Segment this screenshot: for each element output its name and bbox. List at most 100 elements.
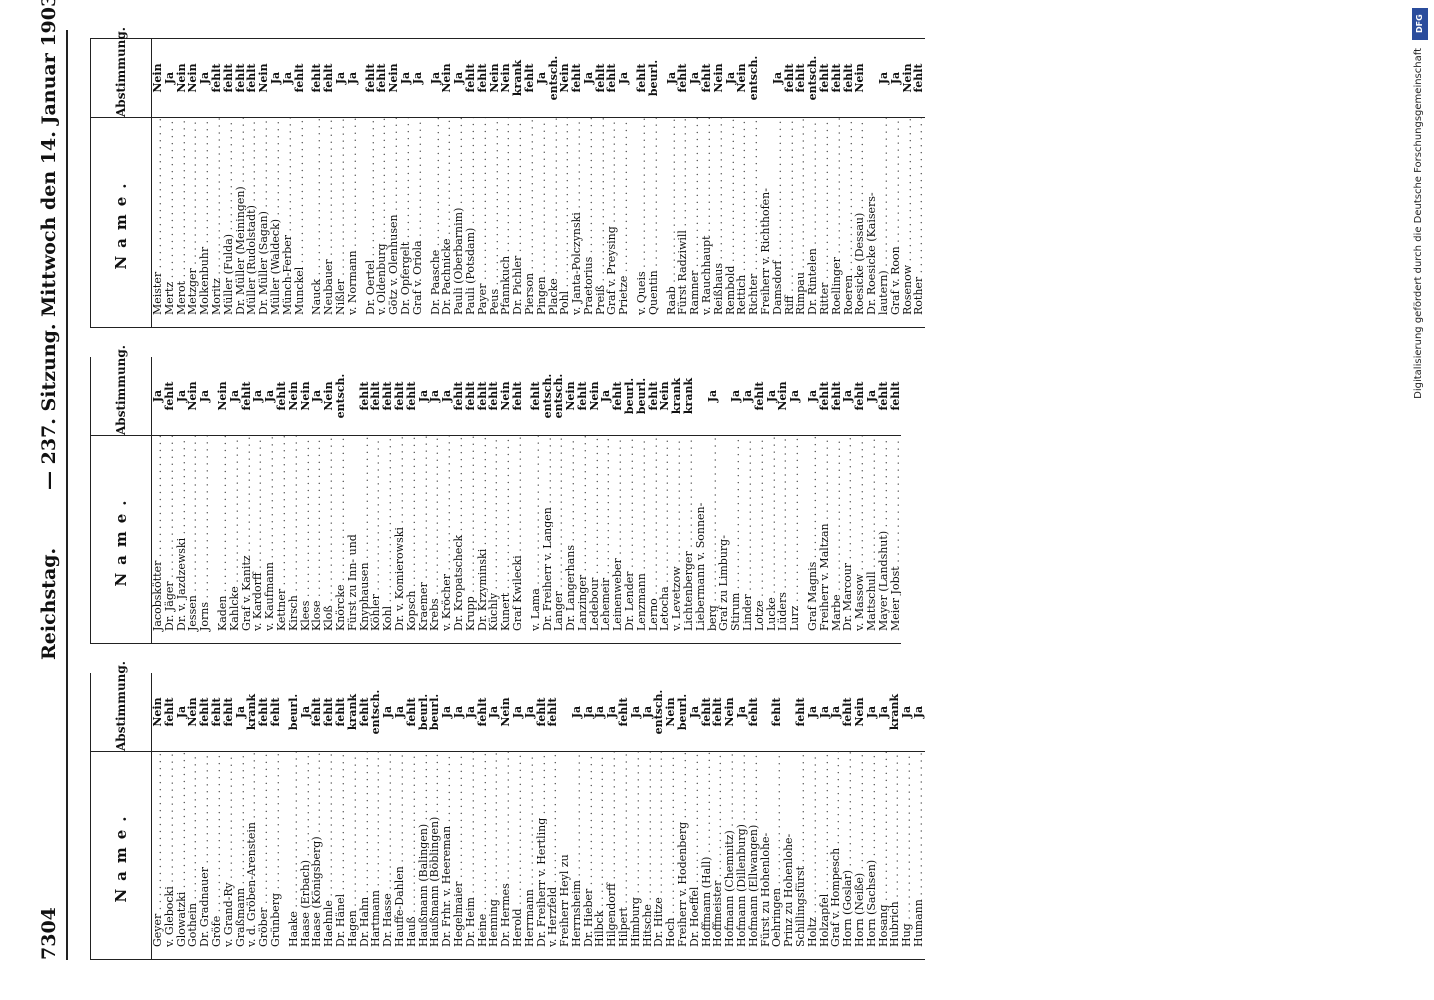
member-name: Schillingsfürst	[795, 751, 807, 959]
member-name: Munckel	[294, 117, 306, 327]
member-name: Roesicke (Dessau)	[854, 117, 866, 327]
member-name: Dr. Hieber	[583, 751, 595, 959]
member-name: Reißhaus	[713, 117, 725, 327]
member-name: Dr. Freiherr v. Langen	[542, 435, 554, 643]
member-name: Hilgendorff	[606, 751, 618, 959]
member-name: Lerno	[648, 435, 660, 643]
vote-header: Abstimmung.	[91, 661, 151, 752]
member-name: Hegelmaier	[453, 751, 465, 959]
table-row: Moritz fehlt	[210, 39, 223, 327]
member-name: v. Lama	[530, 435, 542, 643]
table-row: Lotze fehlt	[753, 357, 766, 643]
table-row: Munckel fehlt	[293, 39, 306, 327]
member-name: Dr. Hasse	[382, 751, 394, 959]
member-name: Damsdorf	[772, 117, 784, 327]
table-row: Graf Kwilecki fehlt	[511, 357, 524, 643]
member-name: Oehringen	[771, 751, 783, 959]
table-row: Münch-Ferber Ja	[281, 39, 294, 327]
member-name: Kloß	[323, 435, 335, 643]
member-name: Peus	[489, 117, 501, 327]
vote-value: fehlt	[333, 697, 347, 727]
table-row: Hegelmaier Ja	[451, 673, 465, 959]
member-name: Holzapfel	[819, 751, 831, 959]
member-name: Hauß	[406, 751, 418, 959]
table-row: v. Herzfeld fehlt	[546, 673, 560, 959]
member-name: Letocha	[659, 435, 671, 643]
member-name: Freiherr v. Maltzan	[819, 435, 831, 643]
table-row: Herold Ja	[511, 673, 524, 959]
vote-value: fehlt	[221, 697, 235, 727]
member-name: Freiherr Heyl zu	[559, 854, 571, 947]
vote-value: fehlt	[162, 381, 176, 411]
column-body: GeyerNeinv. GlebockifehltGlowatzkiJaGoth…	[151, 673, 925, 959]
member-name: Dr. v. Komierowski	[394, 435, 406, 643]
member-name: Neubauer	[323, 117, 335, 327]
vote-value: Ja	[534, 71, 548, 85]
table-row: Humann Ja	[912, 673, 925, 959]
member-name: Kunert	[500, 435, 512, 643]
table-row: Himburg Ja	[629, 673, 642, 959]
table-row: Richter entsch.	[747, 39, 760, 327]
table-row: Freiherr v. Maltzan fehlt	[817, 357, 831, 643]
member-name: Rimpau	[795, 117, 807, 327]
member-name: Lucke	[766, 435, 778, 643]
vote-value: Nein	[286, 381, 300, 411]
member-name: v. Normann	[347, 117, 359, 327]
table-row: Oehringen fehlt	[770, 673, 783, 959]
vote-value: Ja	[333, 71, 347, 85]
member-name: Moritz	[211, 117, 223, 327]
member-name: Krupp	[465, 435, 477, 643]
member-name: Ledebour	[589, 435, 601, 643]
vote-value: Ja	[705, 389, 719, 403]
table-row: Kahlcke Ja	[228, 357, 241, 643]
table-row: Hauß fehlt	[405, 673, 418, 959]
vote-value: fehlt	[221, 63, 235, 93]
member-name: Fürst zu Hohenlohe-	[759, 832, 772, 947]
table-row: Prietze Ja	[617, 39, 630, 327]
table-row: Dr. v. Komierowski fehlt	[393, 357, 406, 643]
vote-value: Ja	[463, 705, 477, 719]
member-name: Freiherr v. Hodenberg	[677, 751, 689, 959]
member-name: Graf zu Limburg-	[718, 535, 731, 631]
member-name: Freiherr v. Richthofen-	[760, 188, 772, 315]
member-name: Graf v. Hompesch	[830, 751, 842, 959]
member-name: Müller (Fulda)	[223, 117, 235, 327]
member-name: Knyphausen	[359, 435, 371, 643]
member-name: Humann	[913, 751, 925, 959]
member-name: Hofmann (Ellwangen)	[748, 751, 760, 959]
column-header: Name. Abstimmung.	[90, 661, 152, 959]
table-row: Herrnsheim Ja	[570, 673, 583, 959]
member-name: Nauck	[311, 117, 323, 327]
vote-value: fehlt	[817, 381, 831, 411]
member-name: Stirum	[730, 435, 742, 643]
table-row: Mayer (Landshut) fehlt	[877, 357, 890, 643]
member-name: Dr. Hänel	[335, 751, 347, 959]
member-name: Hoch	[665, 751, 677, 959]
member-name: Dr. Hahn	[359, 751, 371, 959]
column-body: MeisterNeinMertzJaMerotNeinMetzgerNeinMo…	[151, 39, 925, 327]
table-row: Jorns Ja	[198, 357, 211, 643]
member-name: v. Glebocki	[164, 751, 176, 959]
table-row: Hauffe-Dahlen Ja	[393, 673, 406, 959]
vote-value: Ja	[788, 389, 802, 403]
member-name: Fürst zu Inn- und	[346, 534, 359, 631]
vote-value: fehlt	[546, 697, 560, 727]
member-name: Meier Jobst	[890, 435, 902, 643]
member-name: Mayer (Landshut)	[878, 435, 890, 643]
table-row: Knörcke entsch.	[333, 357, 347, 643]
member-name: Ramner	[689, 117, 701, 327]
header-rule	[66, 30, 68, 960]
table-row: Fürst zu Inn- und	[347, 357, 359, 643]
member-name: v. Kardorff	[252, 435, 264, 643]
table-row: Kaden Nein	[216, 357, 229, 643]
member-name: Müller (Waldeck)	[270, 117, 282, 327]
table-row: v. Lama fehlt	[529, 357, 542, 643]
member-name: Lotze	[754, 435, 766, 643]
table-row: Herrmann Ja	[522, 673, 536, 959]
vote-value: Ja	[451, 705, 465, 719]
member-name: Lüders	[777, 435, 789, 643]
table-row: Graf v. Oriola Ja	[411, 39, 424, 327]
vote-value: Ja	[522, 705, 536, 719]
vote-value: entsch.	[333, 373, 347, 419]
